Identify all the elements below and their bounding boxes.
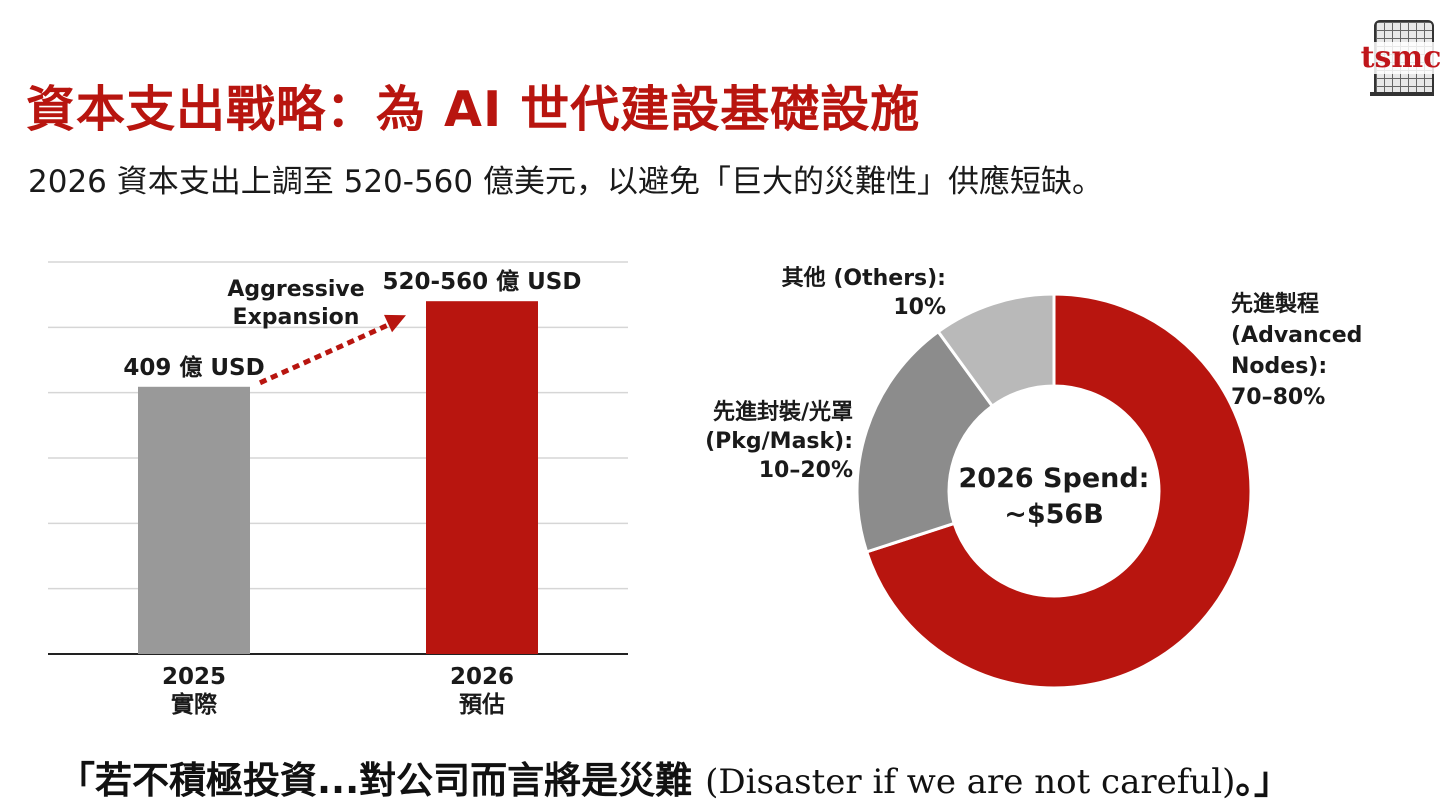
bar-value-label: 409 億 USD [123, 354, 264, 381]
slice-label: 10–20% [759, 458, 853, 483]
ceo-quote: 「若不積極投資...對公司而言將是災難 (Disaster if we are … [58, 750, 1291, 804]
bar-2025 [138, 386, 250, 654]
donut-center-label: 2026 Spend: [959, 463, 1150, 494]
x-tick-label: 2026 [450, 664, 514, 690]
slice-label: Nodes): [1231, 354, 1327, 379]
bar-value-label: 520-560 億 USD [383, 268, 582, 295]
slice-label: 其他 (Others): [782, 266, 946, 291]
annotation-arrow-head [384, 314, 406, 333]
x-tick-sublabel: 實際 [171, 691, 218, 718]
annotation-arrow-shaft [258, 320, 394, 386]
logo-wordmark: tsmc [1356, 42, 1446, 74]
donut-center-label: ~$56B [1004, 499, 1104, 530]
bar-2026 [426, 301, 538, 654]
slice-label: (Advanced [1231, 323, 1362, 348]
quote-chinese: 「若不積極投資...對公司而言將是災難 [58, 759, 693, 802]
slice-label: 10% [893, 295, 946, 320]
donut-slice [936, 292, 1056, 409]
annotation-label: Expansion [233, 305, 360, 330]
slice-label: (Pkg/Mask): [705, 429, 853, 454]
tsmc-logo: tsmc [1356, 20, 1446, 100]
donut-slice [855, 329, 995, 554]
logo-base-bar [1370, 92, 1434, 96]
quote-english: (Disaster if we are not careful) [705, 762, 1236, 802]
x-tick-sublabel: 預估 [459, 692, 505, 718]
slice-label: 先進封裝/光罩 [713, 400, 853, 425]
slice-label: 先進製程 [1231, 291, 1319, 317]
slice-label: 70–80% [1231, 385, 1325, 410]
slide-subtitle: 2026 資本支出上調至 520-560 億美元，以避免「巨大的災難性」供應短缺… [28, 164, 1103, 200]
quote-closing: 。」 [1235, 759, 1291, 802]
donut-slice [864, 292, 1253, 690]
slide-title: 資本支出戰略：為 AI 世代建設基礎設施 [26, 81, 921, 138]
annotation-label: Aggressive [227, 277, 364, 302]
x-tick-label: 2025 [162, 664, 226, 690]
